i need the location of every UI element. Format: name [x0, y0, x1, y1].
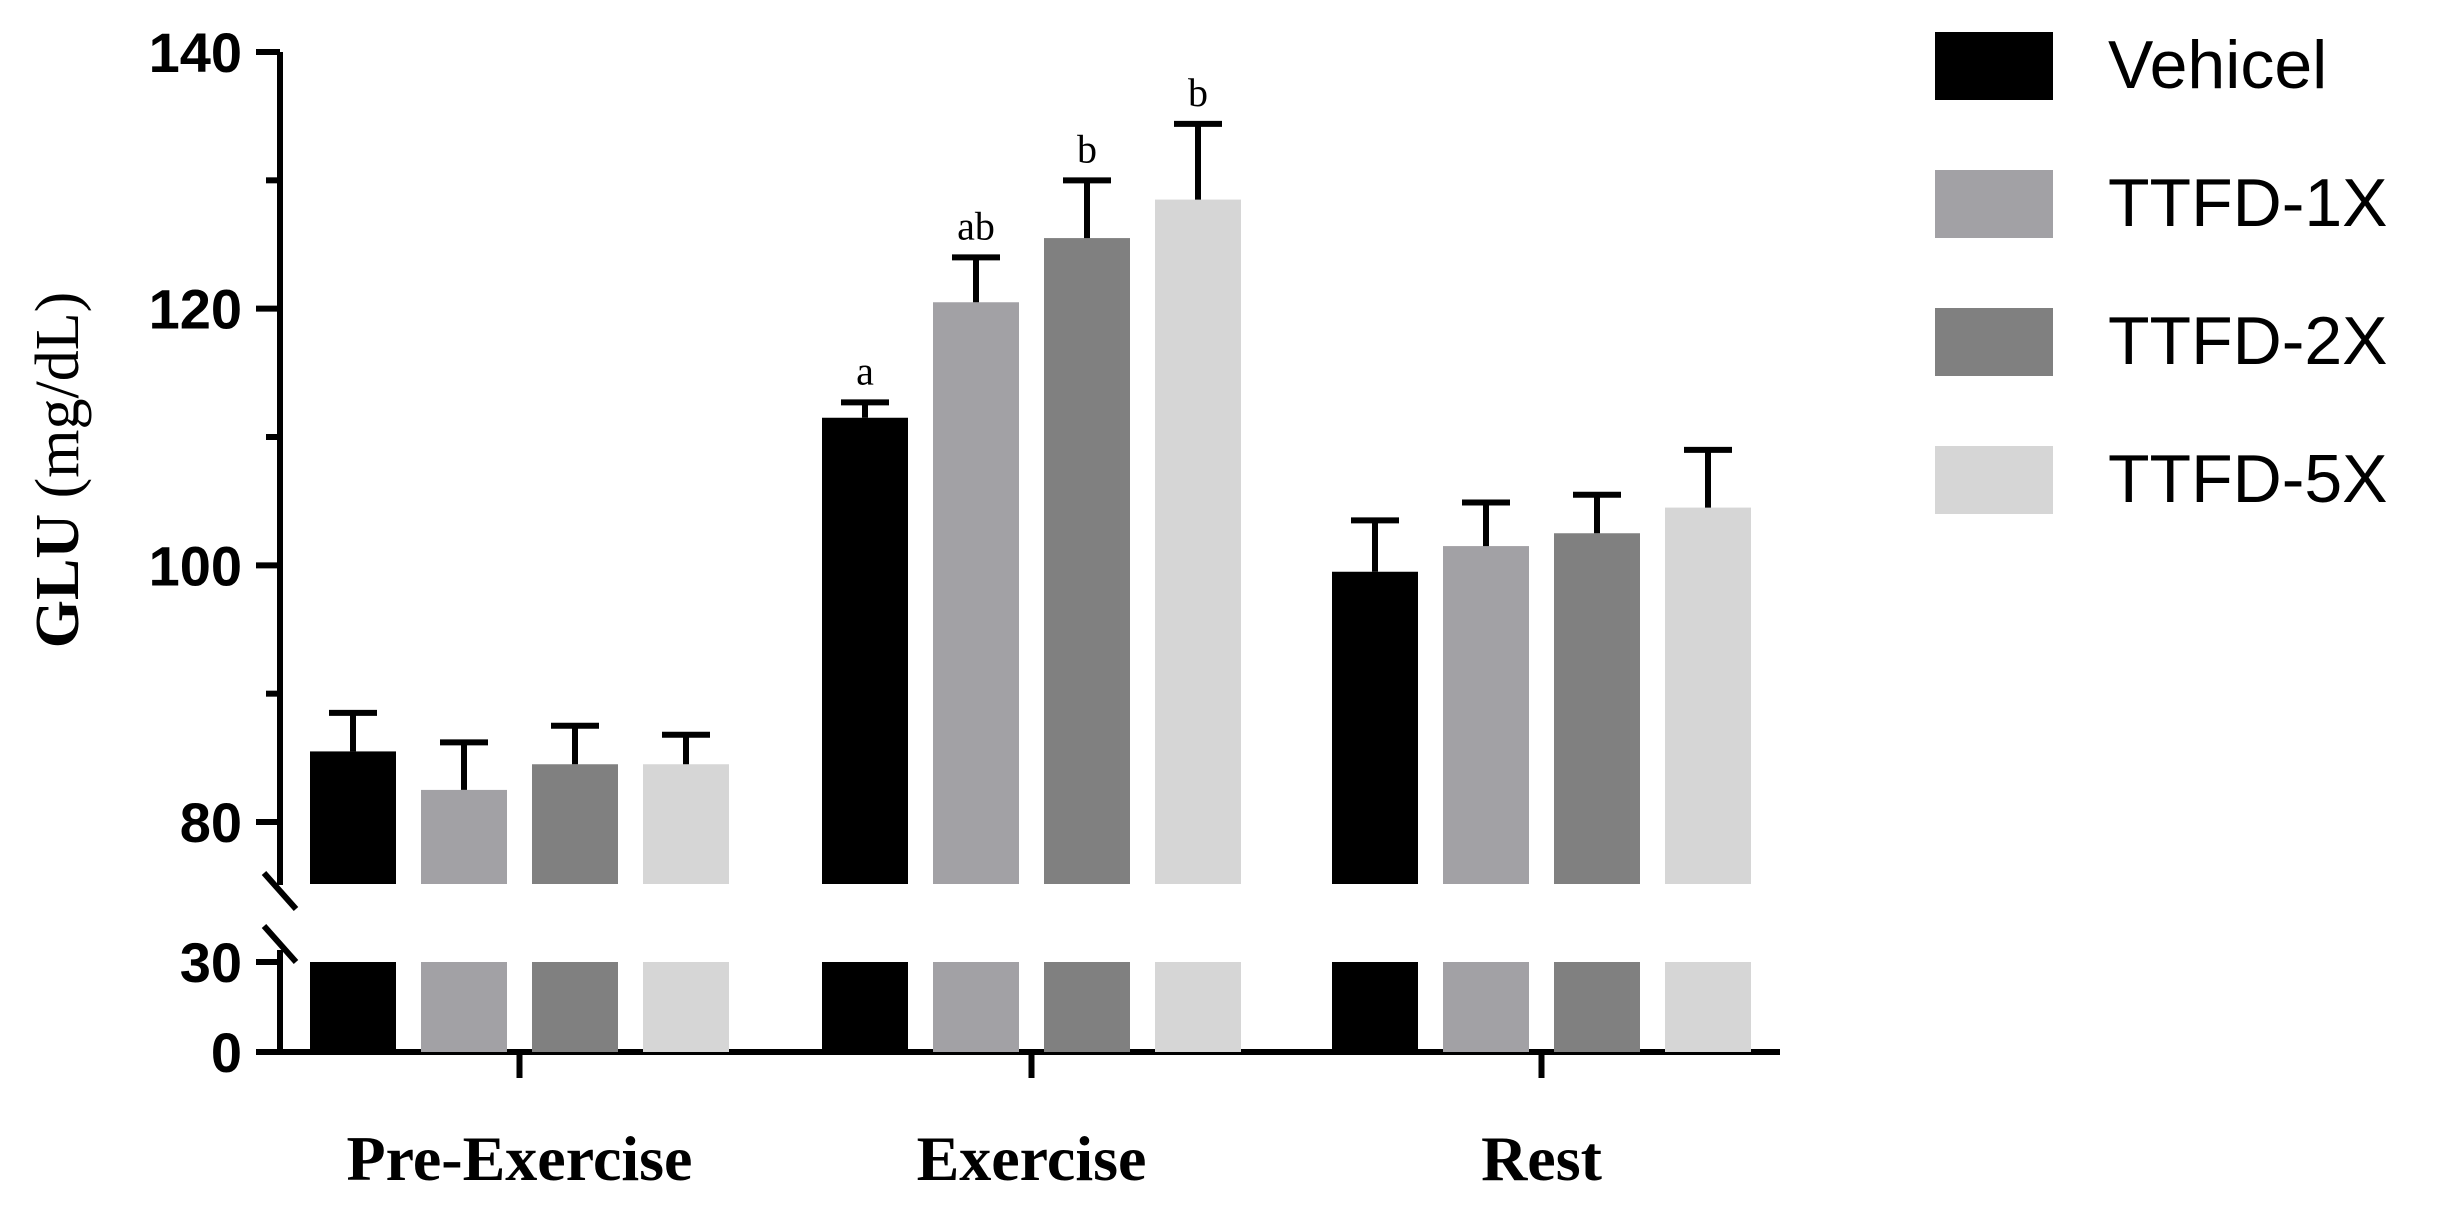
legend-swatch [1935, 308, 2053, 376]
bar [822, 417, 908, 884]
x-tick-label: Pre-Exercise [347, 1123, 693, 1194]
significance-label: ab [957, 203, 995, 248]
bar [933, 302, 1019, 884]
legend-swatch [1935, 170, 2053, 238]
bar-lower-segment [421, 962, 507, 1052]
bar [1044, 238, 1130, 885]
bar [1155, 199, 1241, 885]
y-tick-label: 30 [180, 931, 242, 994]
bar [1443, 546, 1529, 884]
y-axis-title-unit: (mg/dL) [24, 292, 92, 499]
legend-label: TTFD-5X [2108, 441, 2388, 517]
bar-lower-segment [1665, 962, 1751, 1052]
axis-break-mark [261, 924, 299, 964]
bar-lower-segment [1332, 962, 1418, 1052]
x-tick-label: Rest [1481, 1123, 1603, 1194]
legend-swatch [1935, 32, 2053, 100]
significance-label: b [1188, 70, 1208, 115]
y-tick-label: 120 [149, 278, 242, 341]
y-tick-label: 100 [149, 534, 242, 597]
bar-lower-segment [1044, 962, 1130, 1052]
legend-swatch [1935, 446, 2053, 514]
bar [643, 764, 729, 884]
legend-label: TTFD-2X [2108, 303, 2388, 379]
y-tick-label: 80 [180, 791, 242, 854]
bar-lower-segment [310, 962, 396, 1052]
bar-lower-segment [933, 962, 1019, 1052]
y-axis-title-main: GLU [24, 498, 92, 648]
bar [1554, 533, 1640, 884]
bar [310, 751, 396, 884]
bar-lower-segment [532, 962, 618, 1052]
bar-lower-segment [643, 962, 729, 1052]
y-axis-title: GLU (mg/dL) [24, 292, 92, 648]
x-tick-label: Exercise [917, 1123, 1147, 1194]
bar-lower-segment [1155, 962, 1241, 1052]
y-tick-label: 140 [149, 21, 242, 84]
y-tick-label: 0 [211, 1021, 242, 1084]
bar-lower-segment [1554, 962, 1640, 1052]
significance-label: a [856, 348, 874, 393]
significance-label: b [1077, 126, 1097, 171]
legend-label: Vehicel [2108, 27, 2327, 103]
bar [1332, 571, 1418, 884]
bar-lower-segment [1443, 962, 1529, 1052]
bar [532, 764, 618, 884]
bar-lower-segment [822, 962, 908, 1052]
bar [421, 789, 507, 884]
axis-break-mark [261, 871, 299, 911]
bar [1665, 507, 1751, 884]
legend-label: TTFD-1X [2108, 165, 2388, 241]
